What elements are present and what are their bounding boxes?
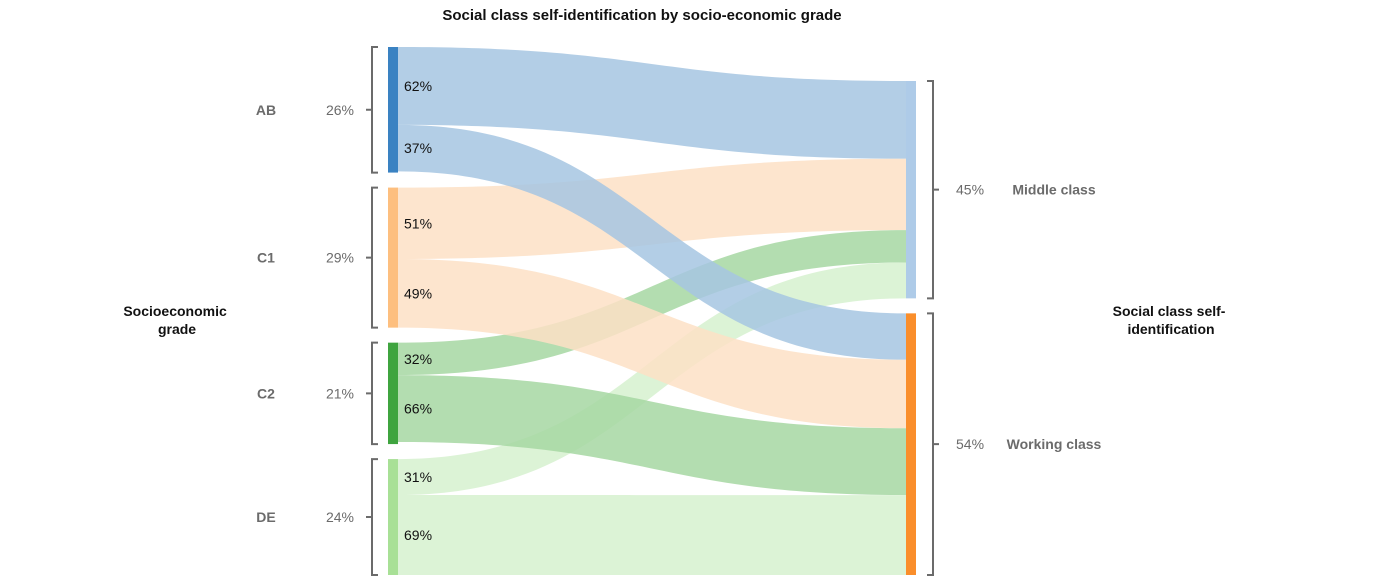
flow-label-c2-to-middle-class: 32%: [404, 351, 432, 367]
target-share-middle-class: 45%: [956, 182, 984, 198]
source-node-ab: [388, 47, 398, 173]
source-bracket-c1: [366, 186, 378, 329]
flow-c2-to-middle-class: [398, 230, 906, 376]
right-axis-title: Social class self- identification: [1113, 303, 1230, 337]
source-share-ab: 26%: [326, 102, 354, 118]
target-node-middle-class: [906, 81, 916, 299]
source-bracket-c2: [366, 341, 378, 446]
source-label-ab: AB: [256, 102, 276, 118]
flow-ab-to-working-class: [398, 124, 906, 360]
flow-c1-to-working-class: [398, 259, 906, 429]
flow-ab-to-middle-class: [398, 47, 906, 159]
flow-links: [398, 47, 906, 575]
source-share-c2: 21%: [326, 385, 354, 401]
right-axis-title-line-1: Social class self-: [1113, 303, 1226, 319]
source-label-de: DE: [256, 509, 275, 525]
target-bracket-middle-class: [927, 80, 939, 300]
flow-de-to-middle-class: [398, 262, 906, 496]
left-axis-title-line-2: grade: [158, 321, 196, 337]
flow-label-de-to-middle-class: 31%: [404, 469, 432, 485]
target-bracket-working-class: [927, 312, 939, 576]
left-axis-title: Socioeconomic grade: [123, 303, 230, 337]
source-label-c2: C2: [257, 385, 275, 401]
target-share-working-class: 54%: [956, 436, 984, 452]
right-axis-title-line-2: identification: [1127, 321, 1214, 337]
source-share-c1: 29%: [326, 250, 354, 266]
chart-title: Social class self-identification by soci…: [442, 7, 841, 24]
target-label-working-class: Working class: [1007, 436, 1102, 452]
source-bracket-ab: [366, 46, 378, 174]
flow-label-c2-to-working-class: 66%: [404, 401, 432, 417]
target-label-middle-class: Middle class: [1012, 182, 1095, 198]
flow-c1-to-middle-class: [398, 158, 906, 260]
flow-label-de-to-working-class: 69%: [404, 527, 432, 543]
source-share-de: 24%: [326, 509, 354, 525]
source-label-c1: C1: [257, 250, 275, 266]
node-bars: [366, 46, 939, 576]
source-node-c1: [388, 187, 398, 328]
flow-de-to-working-class: [398, 495, 906, 575]
target-node-working-class: [906, 313, 916, 575]
source-bracket-de: [366, 458, 378, 576]
flow-c2-to-working-class: [398, 375, 906, 496]
flow-label-ab-to-middle-class: 62%: [404, 78, 432, 94]
flow-label-c1-to-middle-class: 51%: [404, 215, 432, 231]
chart-labels: 62% 51% 32% 31% 37% 49% 66% 69% 26% AB 29% C1 21% C2 2…: [256, 78, 1102, 543]
flow-label-c1-to-working-class: 49%: [404, 285, 432, 301]
left-axis-title-line-1: Socioeconomic: [123, 303, 227, 319]
source-node-c2: [388, 342, 398, 445]
source-node-de: [388, 459, 398, 575]
flow-label-ab-to-working-class: 37%: [404, 140, 432, 156]
